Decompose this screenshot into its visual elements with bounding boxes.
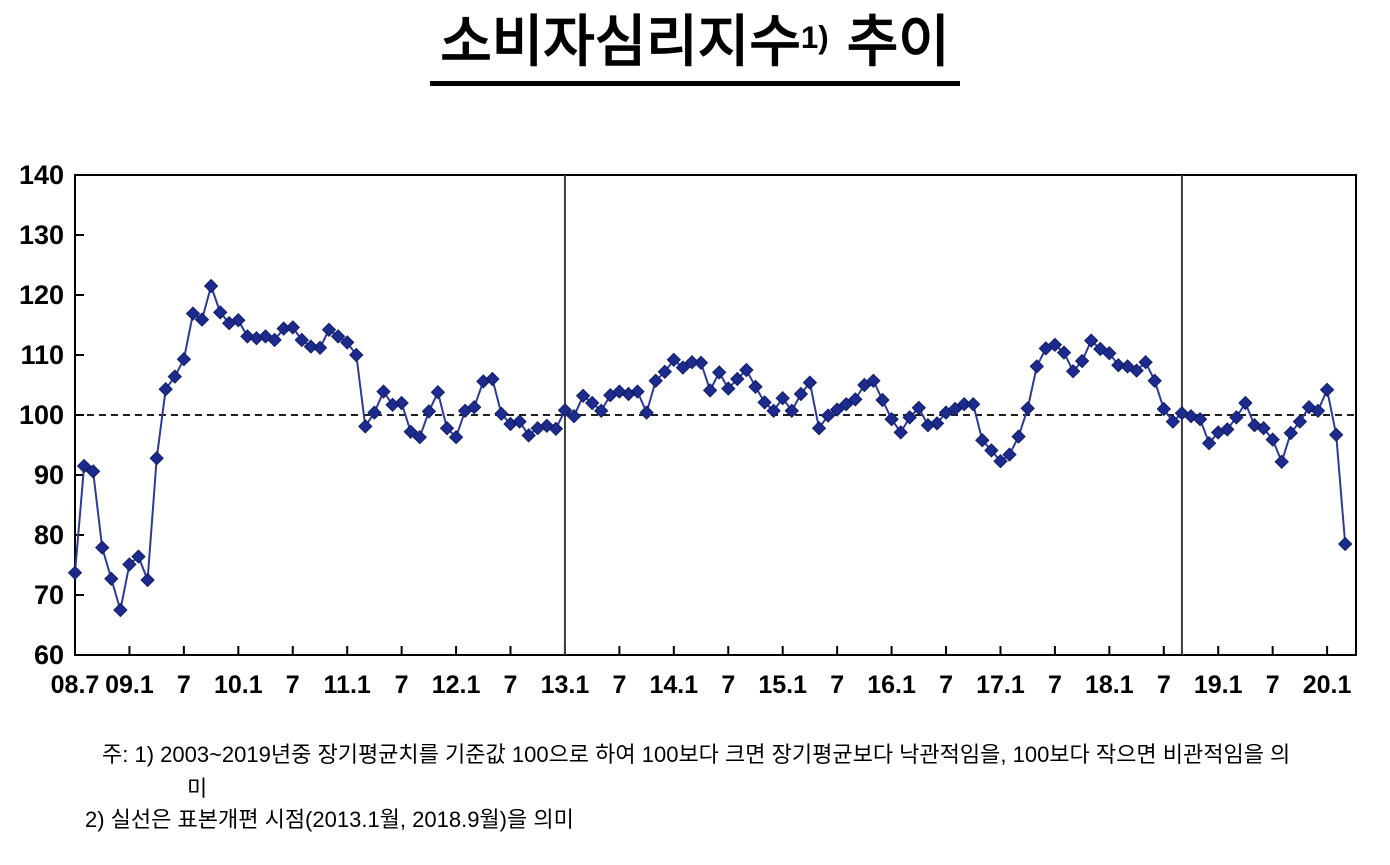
x-tick-label: 7 [1157,671,1171,699]
consumer-sentiment-line-chart: 60 70 80 90 100 110 120 130 140 08.7 09.1 7 10.1 7 11.… [19,160,1357,699]
y-tick-label: 140 [19,160,64,190]
x-tick-label: 14.1 [649,671,698,699]
page-title-footnote-marker: 1) [800,19,829,55]
y-tick-label: 110 [20,340,64,370]
y-axis-labels: 60 70 80 90 100 110 120 130 140 [19,160,84,670]
footnote-1-wrap: 미 [187,776,208,801]
footnote-2: 2) 실선은 표본개편 시점(2013.1월, 2018.9월)을 의미 [85,807,574,832]
x-tick-label: 15.1 [758,671,807,699]
x-tick-label: 7 [939,671,953,699]
x-tick-label: 08.7 [51,671,100,699]
ccsi-series-markers [67,278,1353,618]
y-tick-label: 100 [19,400,64,430]
x-tick-label: 7 [830,671,844,699]
x-tick-label: 19.1 [1194,671,1243,699]
x-tick-label: 7 [721,671,735,699]
x-tick-label: 18.1 [1085,671,1134,699]
x-axis-labels: 08.7 09.1 7 10.1 7 11.1 7 12.1 7 13.1 7 14.1 7 15.1 7 1… [51,646,1352,699]
footnote-1: 주: 1) 2003~2019년중 장기평균치를 기준값 100으로 하여 10… [102,742,1291,767]
x-tick-label: 7 [177,671,191,699]
x-tick-label: 11.1 [324,671,371,699]
x-tick-label: 12.1 [432,671,481,699]
x-tick-label: 20.1 [1303,671,1352,699]
y-tick-label: 80 [34,520,64,550]
x-tick-label: 17.1 [976,671,1025,699]
x-tick-label: 16.1 [867,671,916,699]
x-tick-label: 7 [612,671,626,699]
page-title-main: 소비자심리지수 [440,10,801,73]
page-title-tail: 추이 [846,10,950,73]
x-tick-label: 7 [395,671,409,699]
x-tick-label: 7 [504,671,518,699]
x-tick-label: 10.1 [214,671,263,699]
y-tick-label: 120 [19,280,64,310]
x-tick-label: 7 [1048,671,1062,699]
page-title: 소비자심리지수1) 추이 [430,6,960,86]
y-tick-label: 60 [34,640,64,670]
title-area: 소비자심리지수1) 추이 [0,6,1390,86]
x-tick-label: 7 [286,671,300,699]
line-chart-container: 60 70 80 90 100 110 120 130 140 08.7 09.1 7 10.1 7 11.… [0,150,1390,710]
x-tick-label: 13.1 [541,671,590,699]
x-tick-label: 09.1 [105,671,154,699]
y-tick-label: 70 [34,580,64,610]
y-tick-label: 90 [34,460,64,490]
y-tick-label: 130 [19,220,64,250]
x-tick-label: 7 [1266,671,1280,699]
